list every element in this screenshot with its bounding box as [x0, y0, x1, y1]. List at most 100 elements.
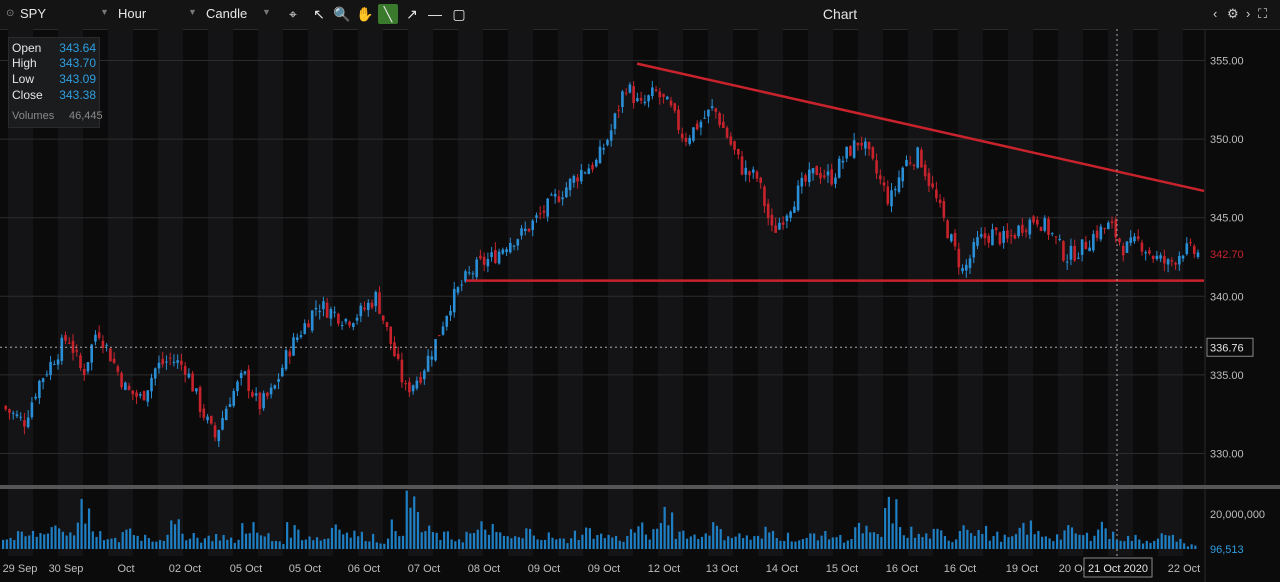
- volume-bar: [327, 538, 330, 549]
- chevron-right-icon[interactable]: ›: [1246, 6, 1251, 21]
- volume-bar: [816, 540, 819, 549]
- session-band: [1058, 29, 1083, 556]
- volume-bar: [229, 537, 233, 549]
- candle-body: [56, 359, 60, 365]
- candle-body: [815, 166, 819, 176]
- candle-body: [482, 256, 486, 265]
- volume-bar: [1190, 544, 1193, 549]
- volume-bar: [1097, 529, 1100, 549]
- candle-body: [568, 178, 572, 191]
- candle-body: [1110, 221, 1114, 224]
- candle-body: [882, 182, 886, 186]
- volume-bar: [222, 534, 225, 549]
- trendline-icon[interactable]: ╲: [378, 4, 398, 24]
- candle-body: [1114, 219, 1118, 238]
- crosshair-icon[interactable]: ⌖: [289, 5, 297, 22]
- candle-body: [131, 390, 135, 395]
- volume-bar: [1018, 527, 1021, 549]
- interval-selector[interactable]: Hour: [118, 6, 147, 21]
- interval-dropdown-icon[interactable]: ▼: [188, 7, 197, 17]
- volume-bar: [506, 536, 509, 549]
- candle-body: [415, 380, 419, 389]
- chevron-left-icon[interactable]: ‹: [1213, 6, 1218, 21]
- candle-body: [912, 164, 916, 166]
- volume-bar: [521, 538, 524, 549]
- volume-bar: [5, 539, 8, 549]
- candle-body: [11, 412, 15, 414]
- volume-bar: [286, 522, 289, 549]
- candle-body: [1136, 236, 1140, 240]
- volume-bar: [1171, 534, 1175, 549]
- volume-bar: [842, 542, 846, 549]
- candle-body: [1092, 234, 1095, 251]
- x-tick-label: 16 Oct: [944, 563, 976, 575]
- volume-bar: [424, 531, 427, 549]
- volume-tick-label: 20,000,000: [1210, 509, 1265, 521]
- candle-body: [901, 167, 905, 182]
- symbol-selector[interactable]: SPY: [20, 6, 47, 21]
- volume-bar: [323, 538, 326, 549]
- volume-bar: [484, 529, 487, 549]
- zoom-icon[interactable]: 🔍: [333, 5, 351, 22]
- session-band: [808, 29, 833, 556]
- price-chart[interactable]: 355.00 350.00 345.00 340.00 335.00 330.00 336.…: [0, 29, 1280, 582]
- arrow-line-icon[interactable]: ↗: [406, 5, 418, 22]
- volume-bar: [742, 538, 745, 549]
- volume-bar: [592, 538, 595, 549]
- chart-type-selector[interactable]: Candle: [206, 6, 248, 21]
- volume-bar: [147, 538, 150, 549]
- candle-body: [366, 302, 370, 310]
- gear-icon[interactable]: ⚙: [1227, 6, 1239, 21]
- x-tick-label: 02 Oct: [169, 563, 201, 575]
- session-band: [958, 29, 983, 556]
- candle-body: [34, 396, 37, 399]
- candle-body: [232, 391, 236, 406]
- pan-hand-icon[interactable]: ✋: [356, 5, 374, 22]
- maximize-icon[interactable]: ⛶: [1258, 6, 1268, 21]
- volume-bar: [678, 531, 681, 549]
- rectangle-icon[interactable]: ▢: [452, 5, 466, 22]
- volume-bar: [450, 539, 453, 549]
- candle-body: [927, 172, 931, 187]
- volume-bar: [906, 537, 909, 549]
- volume-bar: [839, 534, 842, 549]
- session-band: [908, 29, 933, 556]
- candle-body: [617, 110, 620, 112]
- volume-bar: [297, 529, 300, 549]
- x-tick-label: 05 Oct: [289, 563, 321, 575]
- candle-body: [1047, 218, 1050, 235]
- volume-bar: [91, 531, 94, 549]
- symbol-dropdown-icon[interactable]: ▼: [100, 7, 109, 17]
- pointer-icon[interactable]: ↖: [313, 5, 325, 22]
- x-tick-label: 06 Oct: [348, 563, 380, 575]
- x-tick-label: 15 Oct: [826, 563, 858, 575]
- volume-bar: [738, 533, 741, 549]
- candle-body: [849, 146, 852, 156]
- volume-bar: [106, 539, 109, 549]
- chart-type-dropdown-icon[interactable]: ▼: [262, 7, 271, 17]
- horizontal-line-icon[interactable]: —: [428, 6, 442, 22]
- candle-body: [153, 368, 157, 379]
- volume-bar: [996, 531, 999, 549]
- candle-body: [972, 242, 976, 258]
- candle-body: [262, 393, 265, 409]
- candle-body: [897, 177, 901, 192]
- volume-bar: [319, 540, 322, 549]
- volume-bar: [28, 535, 31, 549]
- volume-bar: [454, 541, 457, 549]
- candle-body: [378, 292, 381, 314]
- volume-bar: [241, 523, 244, 549]
- candle-body: [789, 211, 792, 218]
- candle-body: [994, 227, 998, 231]
- candle-body: [64, 335, 67, 341]
- volume-bar: [1055, 534, 1059, 549]
- candle-body: [961, 268, 964, 272]
- candle-body: [325, 302, 329, 318]
- volume-bar: [1141, 543, 1145, 549]
- candle-body: [535, 215, 538, 218]
- candle-body: [187, 373, 191, 378]
- candle-body: [736, 148, 740, 155]
- candle-body: [714, 108, 718, 112]
- volume-bar: [1078, 534, 1081, 549]
- candle-body: [404, 383, 407, 385]
